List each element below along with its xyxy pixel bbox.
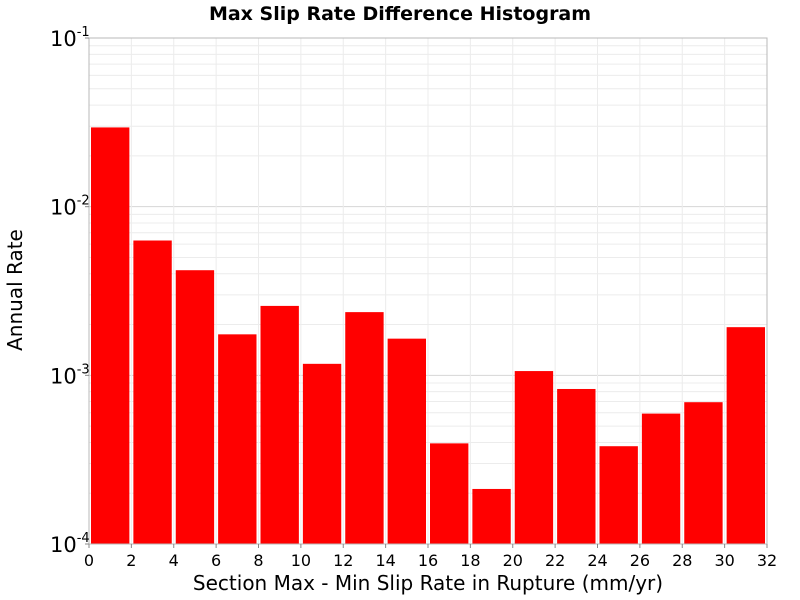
x-tick-label: 4 xyxy=(169,551,179,570)
x-tick-label: 12 xyxy=(333,551,353,570)
y-tick-label: 10-4 xyxy=(50,531,90,557)
x-tick-label: 10 xyxy=(291,551,311,570)
x-tick-label: 20 xyxy=(503,551,523,570)
bar xyxy=(302,363,342,544)
bar-series xyxy=(91,127,765,545)
x-tick-label: 2 xyxy=(126,551,136,570)
bar xyxy=(557,388,596,544)
y-tick-label: 10-1 xyxy=(50,25,90,51)
bar xyxy=(599,446,638,544)
x-tick-label: 28 xyxy=(672,551,692,570)
x-tick-label: 32 xyxy=(757,551,777,570)
bar xyxy=(91,127,130,545)
bar xyxy=(387,338,426,544)
x-tick-label: 0 xyxy=(84,551,94,570)
x-tick-label: 22 xyxy=(545,551,565,570)
bar xyxy=(430,443,469,544)
y-tick-label: 10-3 xyxy=(50,362,90,388)
y-tick-label: 10-2 xyxy=(50,194,90,220)
x-tick-label: 26 xyxy=(630,551,650,570)
x-tick-label: 6 xyxy=(211,551,221,570)
x-tick-label: 30 xyxy=(714,551,734,570)
x-tick-label: 8 xyxy=(253,551,263,570)
chart-title: Max Slip Rate Difference Histogram xyxy=(209,3,591,25)
x-tick-label: 14 xyxy=(375,551,395,570)
bar xyxy=(472,488,511,544)
y-axis-label: Annual Rate xyxy=(3,229,27,351)
x-tick-label: 24 xyxy=(587,551,607,570)
x-tick-label: 18 xyxy=(460,551,480,570)
x-tick-label: 16 xyxy=(418,551,438,570)
x-axis-ticks: 0 2 4 6 8 10 12 14 16 18 20 22 24 26 28 30 32 xyxy=(84,544,777,570)
y-axis-ticks: 10-1 10-2 10-3 10-4 xyxy=(50,25,90,557)
bar xyxy=(218,334,257,544)
bar xyxy=(133,240,172,544)
bar xyxy=(641,413,681,544)
bar xyxy=(514,371,554,544)
bar xyxy=(175,270,215,544)
bar xyxy=(260,305,299,544)
bar xyxy=(345,312,384,544)
bar xyxy=(726,327,765,544)
bar xyxy=(684,402,723,544)
x-axis-label: Section Max - Min Slip Rate in Rupture (… xyxy=(193,571,663,595)
